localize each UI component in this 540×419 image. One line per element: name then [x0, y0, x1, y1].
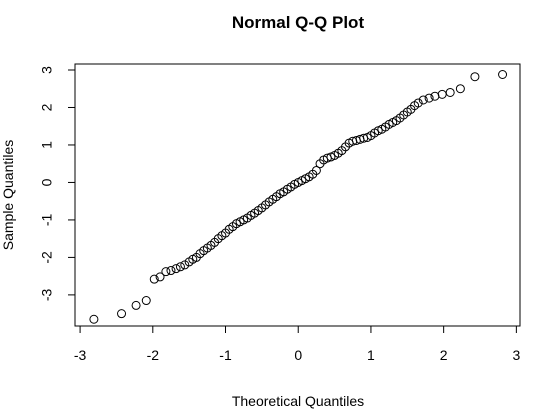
point [171, 264, 181, 274]
y-tick-label: 1 [39, 141, 55, 149]
y-tick-label: -3 [39, 288, 55, 301]
y-tick-label: -1 [39, 213, 55, 226]
point [470, 72, 480, 82]
y-tick-label: 3 [39, 66, 55, 74]
point [89, 314, 99, 324]
x-tick-label: 0 [294, 347, 302, 363]
x-tick-label: -1 [219, 347, 232, 363]
point [445, 87, 455, 97]
point [418, 95, 428, 105]
point [131, 300, 141, 310]
point [166, 266, 176, 276]
point [498, 69, 508, 79]
x-axis-label: Theoretical Quantiles [232, 393, 364, 409]
x-tick-label: 2 [440, 347, 448, 363]
point [155, 272, 165, 282]
y-axis-label: Sample Quantiles [0, 140, 16, 251]
y-tick-label: 0 [39, 178, 55, 186]
point [161, 267, 171, 277]
point [117, 309, 127, 319]
y-tick-label: -2 [39, 251, 55, 264]
point [175, 262, 185, 272]
point [424, 93, 434, 103]
point [311, 165, 321, 175]
x-tick-label: -3 [74, 347, 87, 363]
x-tick-label: 3 [512, 347, 520, 363]
x-tick-label: -2 [147, 347, 160, 363]
point [413, 98, 423, 108]
y-tick-label: 2 [39, 103, 55, 111]
point [455, 84, 465, 94]
chart-title: Normal Q-Q Plot [232, 13, 365, 32]
x-tick-label: 1 [367, 347, 375, 363]
point [141, 296, 151, 306]
plot-frame [74, 63, 521, 327]
point [149, 274, 159, 284]
point [437, 89, 447, 99]
